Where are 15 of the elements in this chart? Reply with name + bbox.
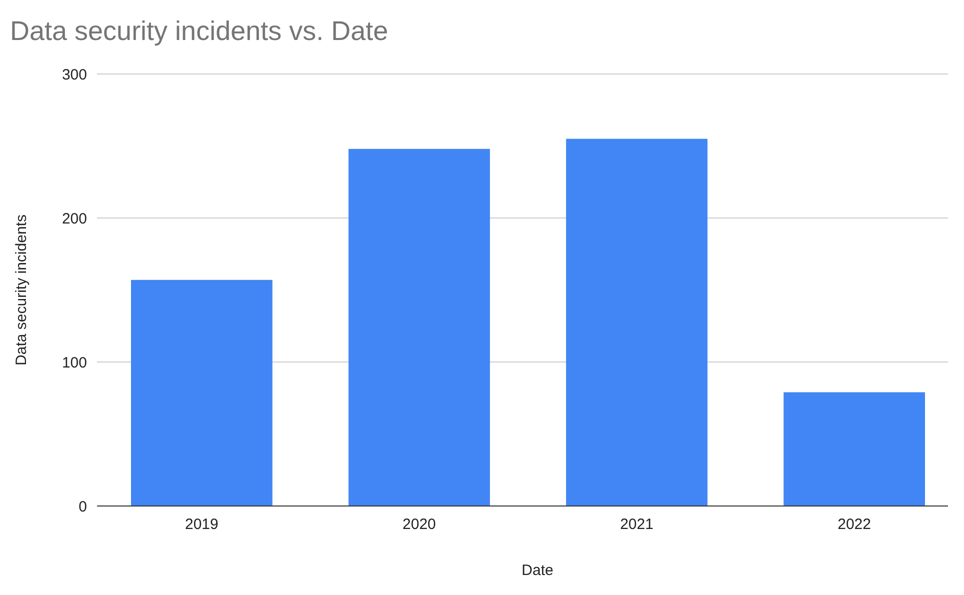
x-tick-label: 2020 <box>402 516 436 533</box>
bar <box>784 392 925 506</box>
x-tick-label: 2022 <box>838 516 871 533</box>
bar <box>131 280 272 506</box>
x-tick-label: 2019 <box>185 516 218 533</box>
y-tick-label: 0 <box>78 498 87 516</box>
bar <box>348 148 490 506</box>
y-tick-label: 300 <box>62 66 87 84</box>
y-tick-label: 100 <box>62 354 87 372</box>
chart-title: Data security incidents vs. Date <box>10 16 388 46</box>
x-tick-label: 2021 <box>620 516 654 533</box>
y-axis-title: Data security incidents <box>13 214 30 366</box>
bar <box>566 138 708 506</box>
y-tick-label: 200 <box>62 210 87 228</box>
x-axis-title: Date <box>522 562 554 579</box>
